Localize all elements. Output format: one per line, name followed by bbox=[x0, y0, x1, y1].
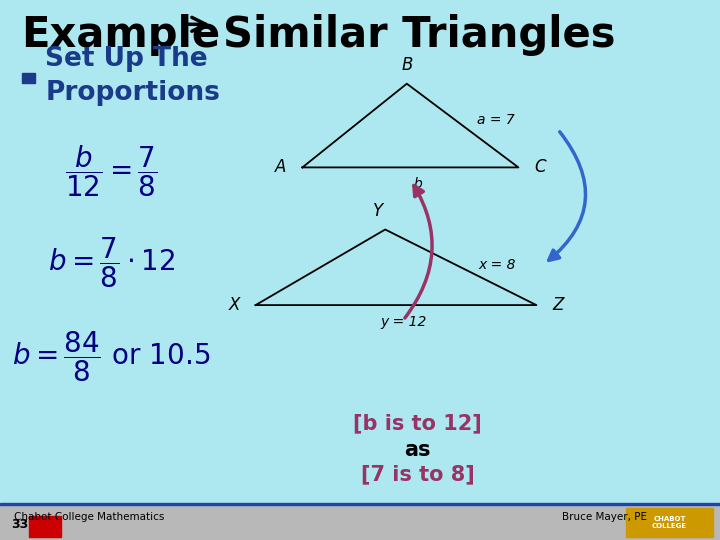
Text: a = 7: a = 7 bbox=[477, 113, 515, 127]
Text: x = 8: x = 8 bbox=[479, 258, 516, 272]
Text: CHABOT
COLLEGE: CHABOT COLLEGE bbox=[652, 516, 687, 529]
Text: Y: Y bbox=[373, 202, 383, 220]
Bar bbox=[29, 516, 61, 537]
Text: [7 is to 8]: [7 is to 8] bbox=[361, 464, 474, 484]
Text: as: as bbox=[405, 440, 431, 460]
Text: $\dfrac{b}{12} = \dfrac{7}{8}$: $\dfrac{b}{12} = \dfrac{7}{8}$ bbox=[66, 143, 158, 199]
Text: $b = \dfrac{84}{8}\ \mathrm{or}\ 10.5$: $b = \dfrac{84}{8}\ \mathrm{or}\ 10.5$ bbox=[12, 329, 211, 384]
Text: A: A bbox=[275, 158, 287, 177]
Text: Similar Triangles: Similar Triangles bbox=[223, 14, 616, 56]
Text: Example: Example bbox=[22, 14, 221, 56]
FancyArrowPatch shape bbox=[405, 186, 432, 318]
FancyArrowPatch shape bbox=[549, 132, 585, 260]
Bar bbox=[626, 508, 713, 537]
Text: y = 12: y = 12 bbox=[380, 315, 426, 329]
Bar bbox=[0, 503, 720, 505]
Text: X: X bbox=[228, 296, 240, 314]
Text: Z: Z bbox=[552, 296, 564, 314]
Text: $b = \dfrac{7}{8} \cdot 12$: $b = \dfrac{7}{8} \cdot 12$ bbox=[48, 235, 175, 289]
Text: C: C bbox=[534, 158, 546, 177]
Text: Chabot College Mathematics: Chabot College Mathematics bbox=[14, 512, 165, 522]
Text: 33: 33 bbox=[11, 518, 28, 531]
Bar bbox=[0, 505, 720, 540]
Text: Set Up The
Proportions: Set Up The Proportions bbox=[45, 46, 220, 106]
Bar bbox=[22, 73, 35, 83]
Text: Bruce Mayer, PE: Bruce Mayer, PE bbox=[562, 512, 647, 522]
Text: [b is to 12]: [b is to 12] bbox=[354, 413, 482, 433]
Text: B: B bbox=[401, 56, 413, 74]
Text: b: b bbox=[413, 177, 422, 191]
